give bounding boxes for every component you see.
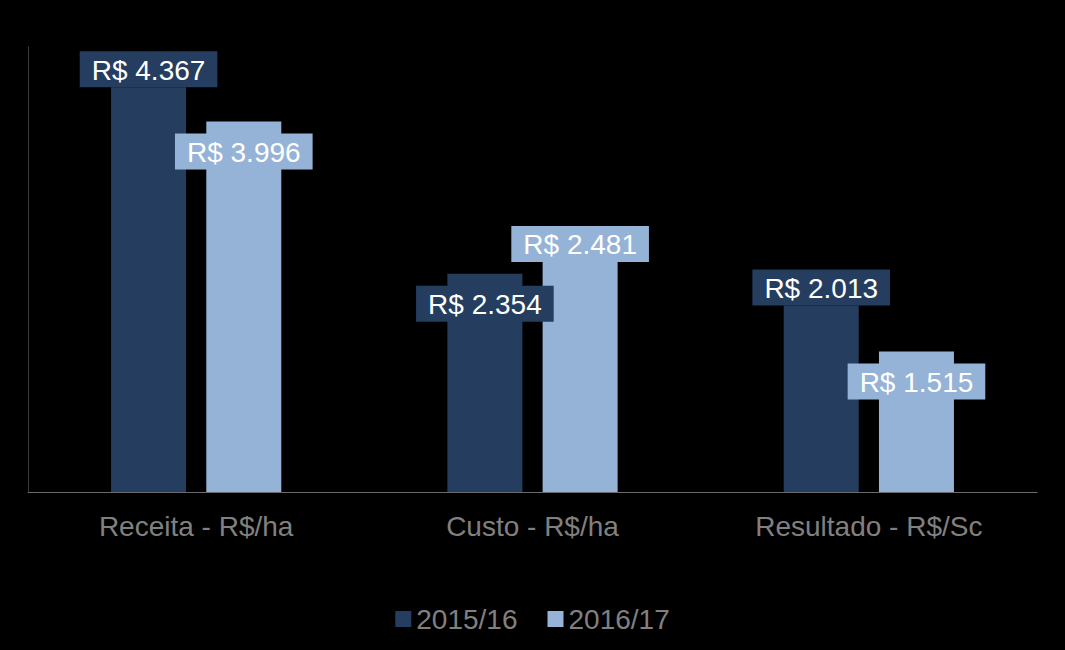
svg-text:R$ 2.013: R$ 2.013 <box>764 273 878 304</box>
svg-text:2016/17: 2016/17 <box>569 604 670 635</box>
svg-text:Custo - R$/ha: Custo - R$/ha <box>446 511 619 542</box>
svg-text:R$ 1.515: R$ 1.515 <box>860 367 974 398</box>
svg-text:R$ 3.996: R$ 3.996 <box>187 137 301 168</box>
svg-text:2015/16: 2015/16 <box>416 604 517 635</box>
svg-text:R$ 4.367: R$ 4.367 <box>92 55 206 86</box>
svg-text:R$ 2.481: R$ 2.481 <box>523 229 637 260</box>
svg-text:Resultado - R$/Sc: Resultado - R$/Sc <box>755 511 982 542</box>
svg-text:R$ 2.354: R$ 2.354 <box>428 289 542 320</box>
svg-text:Receita - R$/ha: Receita - R$/ha <box>99 511 294 542</box>
